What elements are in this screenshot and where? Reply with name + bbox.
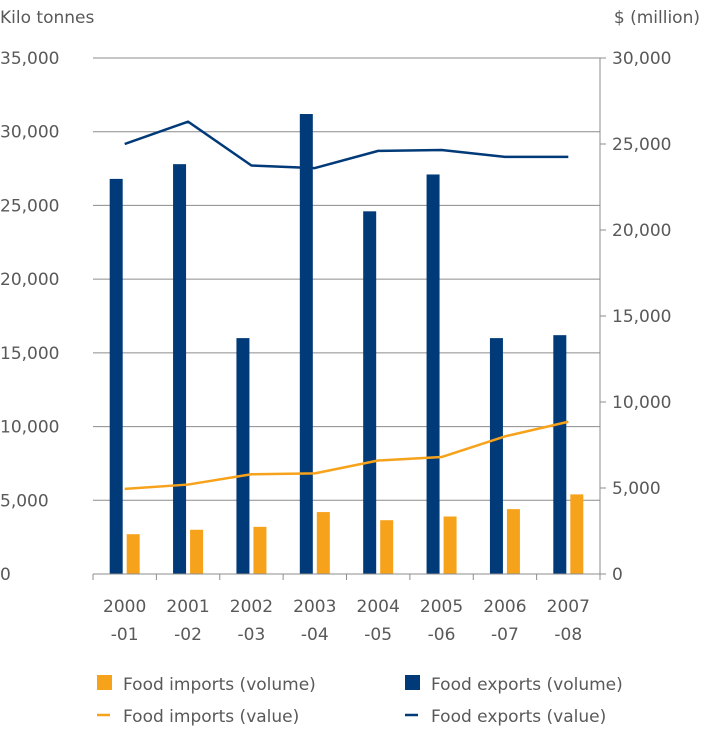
- legend-label: Food exports (volume): [431, 675, 623, 695]
- imports-volume-bar: [570, 494, 584, 574]
- imports-volume-bar: [126, 534, 140, 574]
- x-tick-label: -05: [364, 625, 392, 645]
- x-tick-label: 2002: [230, 597, 273, 617]
- x-tick-label: -03: [238, 625, 266, 645]
- left-tick-label: 10,000: [0, 418, 59, 438]
- left-tick-label: 35,000: [0, 49, 59, 69]
- imports-value-line: [124, 420, 569, 491]
- imports-volume-bar: [316, 512, 330, 574]
- left-tick-label: 30,000: [0, 123, 59, 143]
- left-tick-label: 20,000: [0, 270, 59, 290]
- x-tick-label: 2004: [357, 597, 400, 617]
- imports-volume-bar: [443, 516, 457, 574]
- x-tick-label: 2003: [293, 597, 336, 617]
- imports-volume-bar: [506, 509, 520, 574]
- right-tick-label: 10,000: [612, 393, 671, 413]
- right-axis-ticks: 0 5,000 10,000 15,000 20,000 25,000 30,000: [612, 49, 671, 585]
- left-tick-label: 5,000: [0, 491, 49, 511]
- exports-volume-bar: [553, 335, 567, 574]
- bars: [109, 114, 584, 575]
- x-tick-label: 2006: [483, 597, 526, 617]
- legend: Food imports (volume) Food exports (volum…: [97, 675, 623, 727]
- right-tick-label: 20,000: [612, 221, 671, 241]
- right-tick-label: 15,000: [612, 307, 671, 327]
- x-tick-label: -08: [554, 625, 582, 645]
- left-tick-label: 0: [0, 565, 11, 585]
- x-tick-label: -07: [491, 625, 519, 645]
- legend-swatch: [97, 675, 112, 690]
- x-tick-label: -02: [174, 625, 202, 645]
- imports-volume-bar: [253, 526, 267, 574]
- exports-volume-bar: [236, 338, 250, 574]
- x-tick-label: 2001: [166, 597, 209, 617]
- x-tick-label: 2005: [420, 597, 463, 617]
- x-tick-label: -01: [111, 625, 139, 645]
- legend-label: Food imports (volume): [123, 675, 316, 695]
- legend-swatch: [405, 675, 420, 690]
- exports-volume-bar: [426, 174, 440, 574]
- x-tick-label: -04: [301, 625, 329, 645]
- x-tick-label: -06: [428, 625, 456, 645]
- right-tick-label: 5,000: [612, 479, 661, 499]
- x-tick-label: 2000: [103, 597, 146, 617]
- exports-volume-bar: [363, 211, 377, 574]
- left-axis-ticks: 0 5,000 10,000 15,000 20,000 25,000 30,000 35,0…: [0, 49, 59, 585]
- left-axis-unit-label: Kilo tonnes: [0, 8, 94, 28]
- imports-volume-bar: [190, 529, 204, 574]
- right-tick-label: 25,000: [612, 135, 671, 155]
- axes: [92, 57, 606, 580]
- exports-volume-bar: [173, 164, 187, 575]
- exports-volume-bar: [299, 114, 313, 574]
- right-tick-label: 0: [612, 565, 623, 585]
- left-tick-label: 25,000: [0, 196, 59, 216]
- right-axis-unit-label: $ (million): [614, 8, 700, 28]
- x-tick-label: 2007: [547, 597, 590, 617]
- right-tick-label: 30,000: [612, 49, 671, 69]
- exports-volume-bar: [109, 178, 123, 575]
- exports-volume-bar: [489, 338, 503, 574]
- series-lines: [124, 120, 569, 491]
- legend-label: Food exports (value): [431, 707, 606, 727]
- gridlines: [93, 57, 600, 501]
- legend-label: Food imports (value): [123, 707, 299, 727]
- x-axis-ticks: 2000 -01 2001 -02 2002 -03 2003 -04 2004 -05 2005 -…: [103, 597, 590, 645]
- imports-volume-bar: [380, 520, 394, 574]
- exports-value-line: [124, 120, 569, 170]
- left-tick-label: 15,000: [0, 344, 59, 364]
